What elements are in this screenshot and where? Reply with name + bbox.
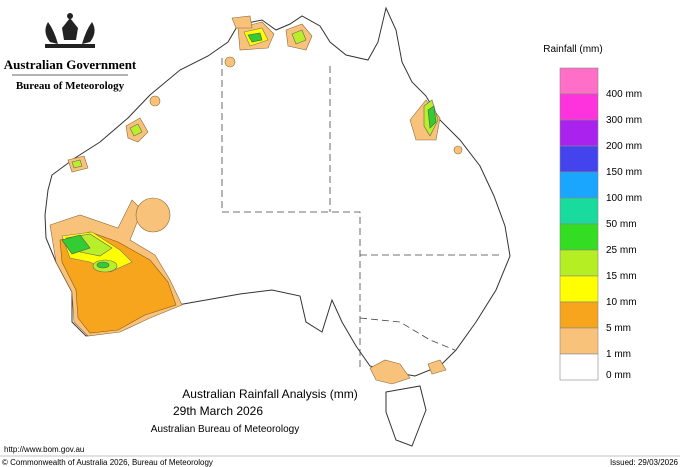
legend-swatch <box>559 327 599 355</box>
legend-swatch <box>559 275 599 303</box>
legend-swatch <box>559 145 599 173</box>
agency-name: Bureau of Meteorology <box>16 80 125 92</box>
legend-label: 100 mm <box>606 193 642 204</box>
legend-label: 1 mm <box>606 349 631 360</box>
legend: 400 mm 300 mm 200 mm 150 mm 100 mm 50 mm 25 mm… <box>559 67 642 381</box>
legend-swatch <box>559 93 599 121</box>
legend-label: 200 mm <box>606 141 642 152</box>
map-title: Australian Rainfall Analysis (mm) <box>182 387 357 401</box>
legend-label: 10 mm <box>606 297 637 308</box>
legend-swatch <box>559 249 599 277</box>
government-name: Australian Government <box>4 57 137 72</box>
legend-label: 25 mm <box>606 245 637 256</box>
footer-copyright: © Commonwealth of Australia 2026, Bureau… <box>2 458 213 467</box>
legend-label: 0 mm <box>606 370 631 381</box>
legend-swatch <box>559 197 599 225</box>
legend-label: 400 mm <box>606 89 642 100</box>
legend-label: 300 mm <box>606 115 642 126</box>
legend-title: Rainfall (mm) <box>543 44 602 55</box>
state-border <box>359 317 456 351</box>
legend-label: 15 mm <box>606 271 637 282</box>
map-source: Australian Bureau of Meteorology <box>151 424 299 435</box>
legend-label: 50 mm <box>606 219 637 230</box>
footer-url[interactable]: http://www.bom.gov.au <box>4 445 84 454</box>
tasmania <box>385 385 427 447</box>
coat-of-arms <box>45 13 95 48</box>
legend-label: 150 mm <box>606 167 642 178</box>
legend-swatch <box>559 67 599 95</box>
footer-issued: Issued: 29/03/2026 <box>610 458 679 467</box>
legend-swatch <box>559 301 599 329</box>
legend-label: 5 mm <box>606 323 631 334</box>
legend-swatch <box>559 171 599 199</box>
rainfall-areas <box>49 15 463 385</box>
map-date: 29th March 2026 <box>173 404 263 418</box>
legend-swatch <box>559 223 599 251</box>
state-border <box>221 58 361 368</box>
legend-swatch <box>559 119 599 147</box>
legend-swatch <box>559 353 599 381</box>
